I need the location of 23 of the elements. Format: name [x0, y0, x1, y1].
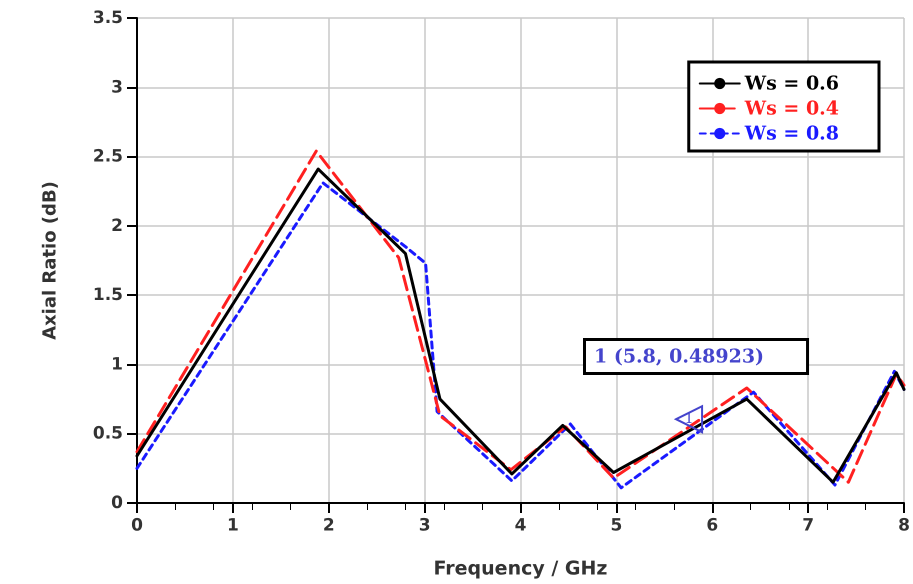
y-tick-label: 0 — [111, 493, 124, 513]
legend-label: Ws = 0.6 — [744, 72, 840, 94]
annotation: 1 (5.8, 0.48923) — [594, 346, 764, 368]
x-tick-label: 8 — [898, 516, 910, 536]
x-tick-label: 0 — [131, 516, 144, 536]
x-tick-label: 1 — [226, 516, 239, 536]
y-tick-label: 0.5 — [92, 424, 123, 444]
y-tick-label: 1 — [111, 354, 123, 374]
y-tick-label: 1.5 — [92, 285, 123, 306]
x-tick-label: 5 — [610, 516, 622, 536]
x-tick-label: 2 — [322, 516, 335, 536]
y-axis-title: Axial Ratio (dB) — [40, 181, 60, 340]
x-tick-label: 4 — [514, 516, 527, 536]
x-tick-label: 3 — [418, 516, 431, 536]
y-tick-label: 3.5 — [92, 8, 123, 28]
x-tick-label: 6 — [706, 516, 718, 536]
y-tick-label: 3 — [111, 77, 123, 98]
legend-label: Ws = 0.8 — [744, 122, 840, 144]
y-tick-label: 2.5 — [92, 146, 123, 167]
x-tick-label: 7 — [802, 516, 814, 536]
legend-label: Ws = 0.4 — [744, 98, 840, 120]
x-axis-title: Frequency / GHz — [434, 558, 608, 580]
y-tick-label: 2 — [111, 216, 123, 236]
